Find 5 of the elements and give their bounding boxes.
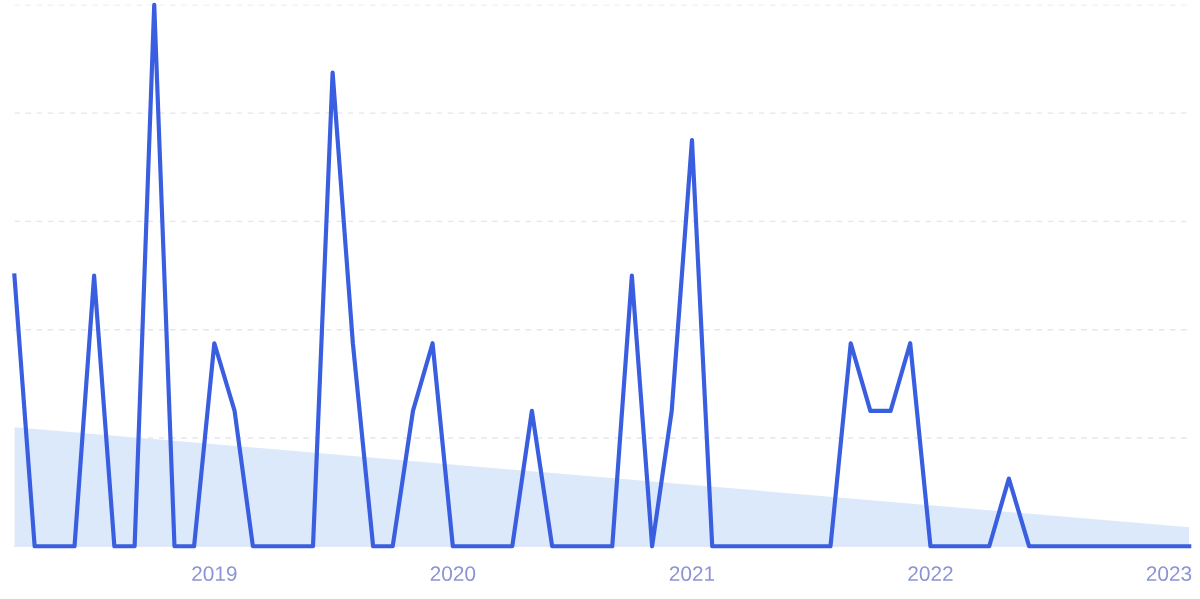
x-tick-label: 2023 [1146, 566, 1192, 582]
x-tick-label: 2020 [430, 566, 476, 582]
x-tick-label: 2021 [669, 566, 715, 582]
x-tick-label: 2019 [192, 566, 237, 582]
x-tick-label: 2022 [908, 566, 953, 582]
